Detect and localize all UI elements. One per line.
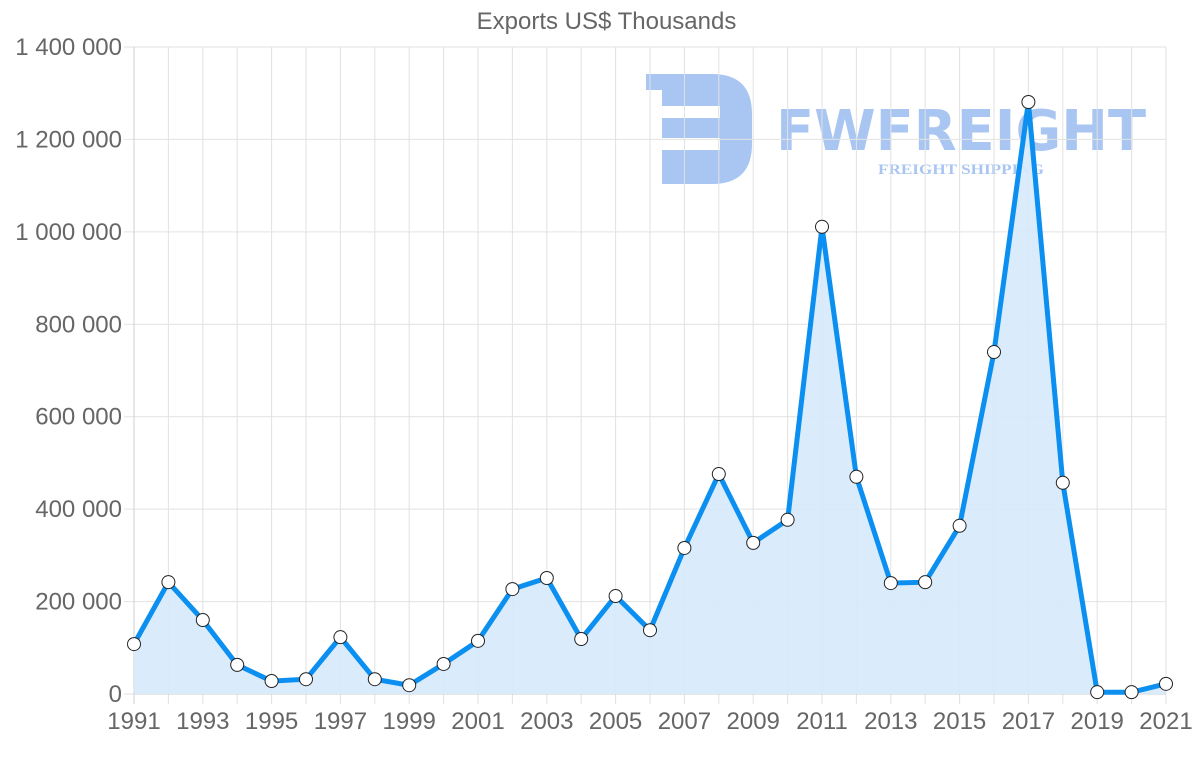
y-tick-label: 0	[109, 681, 122, 708]
data-point-1994[interactable]	[230, 657, 245, 672]
y-tick-label: 1 200 000	[15, 126, 122, 153]
x-tick-label: 1997	[314, 708, 367, 735]
x-tick-label: 2011	[796, 708, 848, 735]
x-tick-label: 2005	[589, 708, 642, 735]
area-fill	[134, 102, 1166, 694]
data-point-2001[interactable]	[471, 633, 485, 648]
area-path	[134, 102, 1166, 694]
y-tick-label: 800 000	[35, 311, 122, 338]
x-tick-label: 2003	[520, 708, 573, 735]
data-point-2011[interactable]	[815, 219, 829, 234]
x-tick-label: 2013	[864, 708, 917, 735]
data-point-2003[interactable]	[539, 571, 554, 586]
data-point-2010[interactable]	[780, 512, 795, 527]
logo-mark-icon	[646, 74, 752, 184]
data-point-2020[interactable]	[1124, 685, 1139, 700]
data-point-2004[interactable]	[574, 632, 589, 647]
watermark-tagline: FREIGHT SHIPPING	[878, 162, 1044, 178]
data-point-2007[interactable]	[677, 540, 692, 555]
x-tick-label: 2019	[1071, 708, 1124, 735]
data-point-2005[interactable]	[608, 589, 623, 604]
x-tick-label: 1999	[383, 708, 436, 735]
data-point-1997[interactable]	[333, 630, 348, 645]
data-point-2006[interactable]	[643, 623, 657, 638]
x-axis: 1991 1993 1995 1997 1999 2001 2003 2005 2007 2009…	[107, 708, 1192, 735]
data-point-2013[interactable]	[883, 576, 898, 591]
y-tick-label: 400 000	[35, 496, 122, 523]
chart-title: Exports US$ Thousands	[476, 8, 737, 35]
data-point-1999[interactable]	[402, 678, 417, 693]
x-tick-label: 2021	[1139, 708, 1192, 735]
data-point-2018[interactable]	[1055, 475, 1070, 490]
data-point-2000[interactable]	[436, 656, 451, 671]
x-tick-label: 1995	[245, 708, 298, 735]
y-axis: 0 200 000 400 000 600 000 800 000 1 000 000 1 …	[15, 34, 122, 708]
data-point-1998[interactable]	[367, 672, 382, 687]
data-point-1993[interactable]	[195, 613, 210, 628]
data-point-2009[interactable]	[746, 535, 761, 550]
data-point-2002[interactable]	[505, 582, 520, 597]
x-tick-label: 1993	[176, 708, 229, 735]
data-point-2021[interactable]	[1159, 676, 1173, 691]
data-point-1996[interactable]	[299, 672, 313, 687]
x-tick-label: 1991	[107, 708, 160, 735]
x-tick-label: 2015	[933, 708, 986, 735]
data-point-1995[interactable]	[264, 674, 279, 689]
y-tick-label: 200 000	[35, 589, 122, 616]
x-tick-label: 2009	[727, 708, 780, 735]
x-tick-label: 2017	[1002, 708, 1055, 735]
x-tick-label: 2001	[451, 708, 504, 735]
data-point-2008[interactable]	[711, 467, 726, 482]
y-tick-label: 1 000 000	[15, 219, 122, 246]
data-point-2016[interactable]	[987, 345, 1001, 360]
data-point-2012[interactable]	[849, 469, 864, 484]
data-point-2019[interactable]	[1090, 685, 1105, 700]
data-point-2017[interactable]	[1021, 94, 1036, 109]
watermark-brand: FWFREIGHT	[776, 99, 1146, 164]
data-point-2014[interactable]	[918, 575, 933, 590]
data-point-1991[interactable]	[127, 637, 141, 652]
x-tick-label: 2007	[658, 708, 711, 735]
data-point-1992[interactable]	[161, 575, 176, 590]
y-tick-label: 600 000	[35, 404, 122, 431]
y-tick-label: 1 400 000	[15, 34, 122, 61]
data-points	[127, 94, 1173, 700]
data-point-2015[interactable]	[952, 518, 967, 533]
